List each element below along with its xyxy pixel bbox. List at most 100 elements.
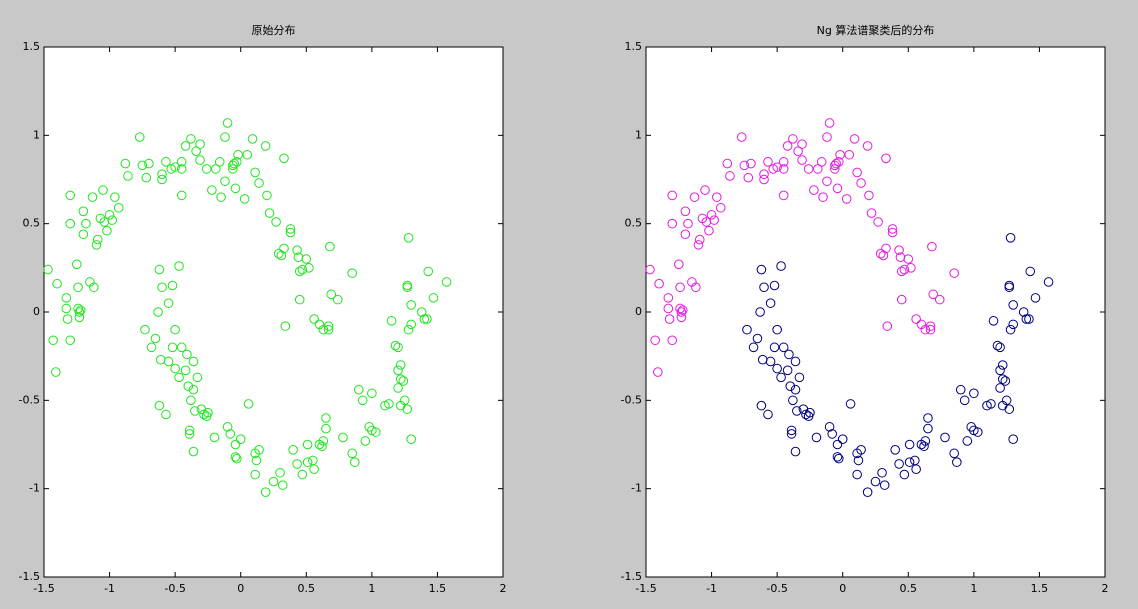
x-tick-label: 2 <box>1102 582 1109 595</box>
point <box>1000 376 1011 386</box>
point <box>689 192 700 202</box>
point <box>268 476 279 487</box>
point <box>188 356 199 367</box>
point <box>812 164 823 174</box>
point <box>743 172 754 183</box>
point <box>222 422 233 432</box>
point <box>393 383 403 393</box>
point <box>856 178 866 188</box>
point <box>675 282 685 293</box>
point <box>406 300 417 310</box>
point <box>182 349 192 360</box>
x-tick-label: -0.5 <box>766 582 787 595</box>
point <box>784 349 794 360</box>
point <box>353 384 364 395</box>
point <box>952 457 962 467</box>
point <box>904 457 915 467</box>
point <box>347 448 357 459</box>
point <box>1004 282 1015 293</box>
point <box>841 194 852 204</box>
point <box>925 324 936 335</box>
point <box>390 340 401 351</box>
point <box>995 342 1005 353</box>
point <box>837 434 848 445</box>
point <box>997 360 1008 370</box>
point <box>772 162 782 172</box>
x-tick-label: 1 <box>970 582 977 595</box>
point <box>123 171 133 181</box>
point <box>52 278 62 289</box>
point <box>81 218 91 229</box>
point <box>150 333 161 344</box>
x-tick-label: -1 <box>104 582 115 595</box>
point <box>186 134 196 144</box>
point <box>663 293 674 303</box>
point <box>833 453 844 464</box>
point <box>157 174 167 185</box>
point <box>673 259 684 270</box>
y-tick-label: 1 <box>33 128 40 141</box>
point <box>683 218 693 229</box>
point <box>235 434 246 445</box>
point <box>309 464 319 475</box>
point <box>966 422 977 432</box>
point <box>1025 266 1036 277</box>
point <box>247 134 258 144</box>
point <box>1030 293 1041 303</box>
point <box>959 395 970 406</box>
point <box>406 434 417 445</box>
point <box>890 445 900 455</box>
point <box>654 278 664 289</box>
point <box>71 259 82 270</box>
point <box>680 206 691 217</box>
point <box>790 356 801 367</box>
point <box>693 240 704 250</box>
point <box>844 149 855 160</box>
x-tick-label: 1.5 <box>1031 582 1049 595</box>
point <box>986 399 996 409</box>
point <box>756 400 767 411</box>
point <box>301 254 312 264</box>
point <box>927 241 937 252</box>
point <box>403 324 414 335</box>
point <box>230 439 241 450</box>
point <box>1043 277 1054 287</box>
point <box>338 432 348 443</box>
point <box>691 282 701 293</box>
point <box>61 303 72 314</box>
point <box>667 190 678 201</box>
point <box>74 312 85 323</box>
point <box>835 149 845 160</box>
point <box>849 134 860 144</box>
point <box>785 381 796 392</box>
point <box>748 342 759 353</box>
x-tick-label: 1.5 <box>429 582 447 595</box>
point <box>65 218 76 229</box>
point <box>790 384 801 395</box>
point <box>832 183 843 194</box>
y-tick-label: 0 <box>635 305 642 318</box>
point <box>191 146 201 157</box>
point <box>275 467 285 478</box>
point <box>894 459 904 469</box>
point <box>161 157 171 167</box>
point <box>995 365 1005 376</box>
point <box>279 243 289 254</box>
point <box>228 164 238 174</box>
plot-area <box>645 46 1106 578</box>
point <box>201 164 212 174</box>
point <box>772 324 782 335</box>
y-tick-label: 1.5 <box>23 40 41 53</box>
point <box>786 429 797 439</box>
point <box>1005 324 1016 335</box>
point <box>297 264 308 275</box>
point <box>862 141 873 151</box>
point <box>176 157 187 167</box>
point <box>778 164 789 174</box>
point <box>811 432 822 443</box>
point <box>887 224 898 234</box>
point <box>273 248 284 259</box>
point <box>326 289 337 300</box>
